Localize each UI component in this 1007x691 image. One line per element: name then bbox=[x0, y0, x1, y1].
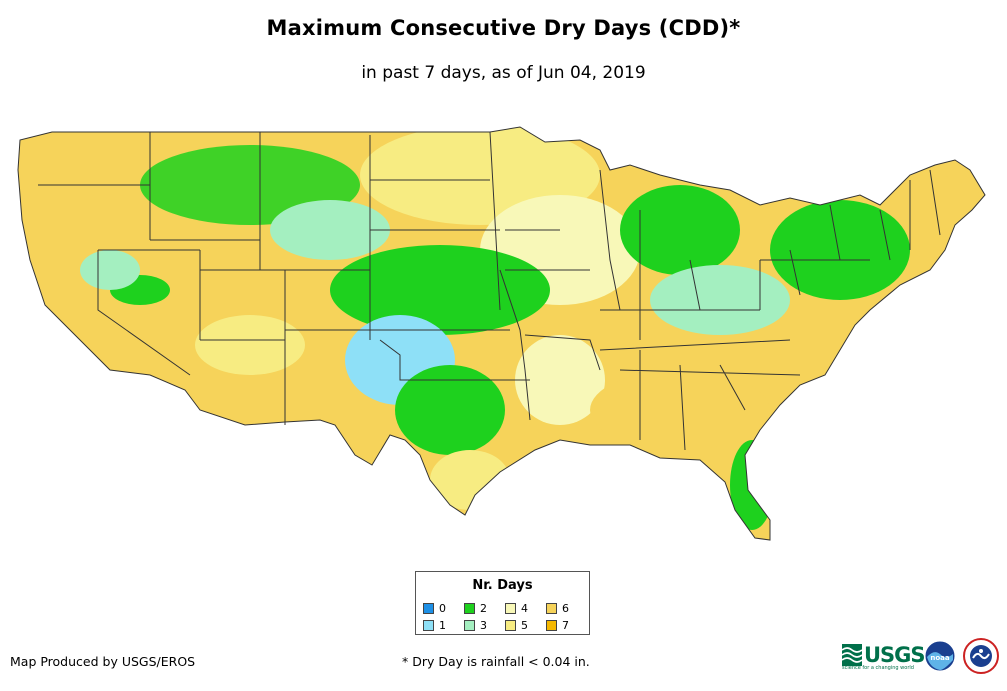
usgs-logo: USGS science for a changing world bbox=[842, 640, 926, 671]
legend-swatch bbox=[505, 619, 516, 631]
nws-logo-icon bbox=[963, 638, 999, 674]
usgs-wave-icon bbox=[842, 644, 862, 666]
map-title: Maximum Consecutive Dry Days (CDD)* bbox=[266, 16, 741, 40]
legend-item-1: 1 bbox=[423, 618, 464, 632]
legend-items: 0 2 4 6 1 3 5 7 bbox=[423, 601, 588, 632]
legend-swatch bbox=[423, 619, 434, 631]
legend-label: 3 bbox=[480, 618, 487, 632]
legend-label: 0 bbox=[439, 601, 446, 615]
region-central-texas bbox=[395, 365, 505, 455]
noaa-logo-icon: noaa bbox=[924, 640, 956, 672]
us-outline bbox=[17, 126, 986, 541]
legend-item-4: 4 bbox=[505, 601, 546, 615]
legend-swatch bbox=[423, 602, 434, 614]
state-lines bbox=[38, 131, 941, 451]
region-maine bbox=[930, 175, 980, 225]
legend-item-0: 0 bbox=[423, 601, 464, 615]
region-lower-mississippi bbox=[515, 335, 605, 425]
legend-swatch bbox=[546, 602, 557, 614]
region-northeast bbox=[770, 200, 910, 300]
legend-item-2: 2 bbox=[464, 601, 505, 615]
legend-label: 2 bbox=[480, 601, 487, 615]
legend-swatch bbox=[505, 602, 516, 614]
map-subtitle: in past 7 days, as of Jun 04, 2019 bbox=[361, 63, 646, 83]
region-southwest-yellow bbox=[195, 315, 305, 375]
map-credit: Map Produced by USGS/EROS bbox=[10, 654, 196, 669]
region-nevada-spots bbox=[80, 250, 140, 290]
legend-label: 5 bbox=[521, 618, 528, 632]
legend: Nr. Days 0 2 4 6 1 3 5 bbox=[415, 571, 590, 635]
legend-swatch bbox=[546, 619, 557, 631]
legend-item-5: 5 bbox=[505, 618, 546, 632]
legend-item-3: 3 bbox=[464, 618, 505, 632]
usgs-tagline: science for a changing world bbox=[842, 665, 914, 671]
legend-label: 4 bbox=[521, 601, 528, 615]
legend-title: Nr. Days bbox=[472, 578, 533, 593]
region-central-plains bbox=[330, 245, 550, 335]
region-rockies-spots bbox=[270, 200, 390, 260]
usgs-wordmark: USGS bbox=[864, 643, 926, 667]
legend-label: 1 bbox=[439, 618, 446, 632]
dry-day-footnote: * Dry Day is rainfall < 0.04 in. bbox=[402, 654, 590, 669]
region-south-texas bbox=[430, 450, 510, 510]
legend-item-7: 7 bbox=[546, 618, 587, 632]
cdd-category-areas bbox=[80, 127, 980, 530]
legend-label: 7 bbox=[562, 618, 569, 632]
state-boundaries bbox=[17, 126, 986, 541]
region-ohio-valley bbox=[650, 265, 790, 335]
legend-label: 6 bbox=[562, 601, 569, 615]
legend-item-6: 6 bbox=[546, 601, 587, 615]
legend-swatch bbox=[464, 602, 475, 614]
legend-swatch bbox=[464, 619, 475, 631]
us-cdd-map bbox=[17, 126, 986, 541]
noaa-wordmark: noaa bbox=[930, 654, 950, 662]
region-southeast bbox=[590, 370, 770, 450]
region-great-lakes bbox=[620, 185, 740, 275]
